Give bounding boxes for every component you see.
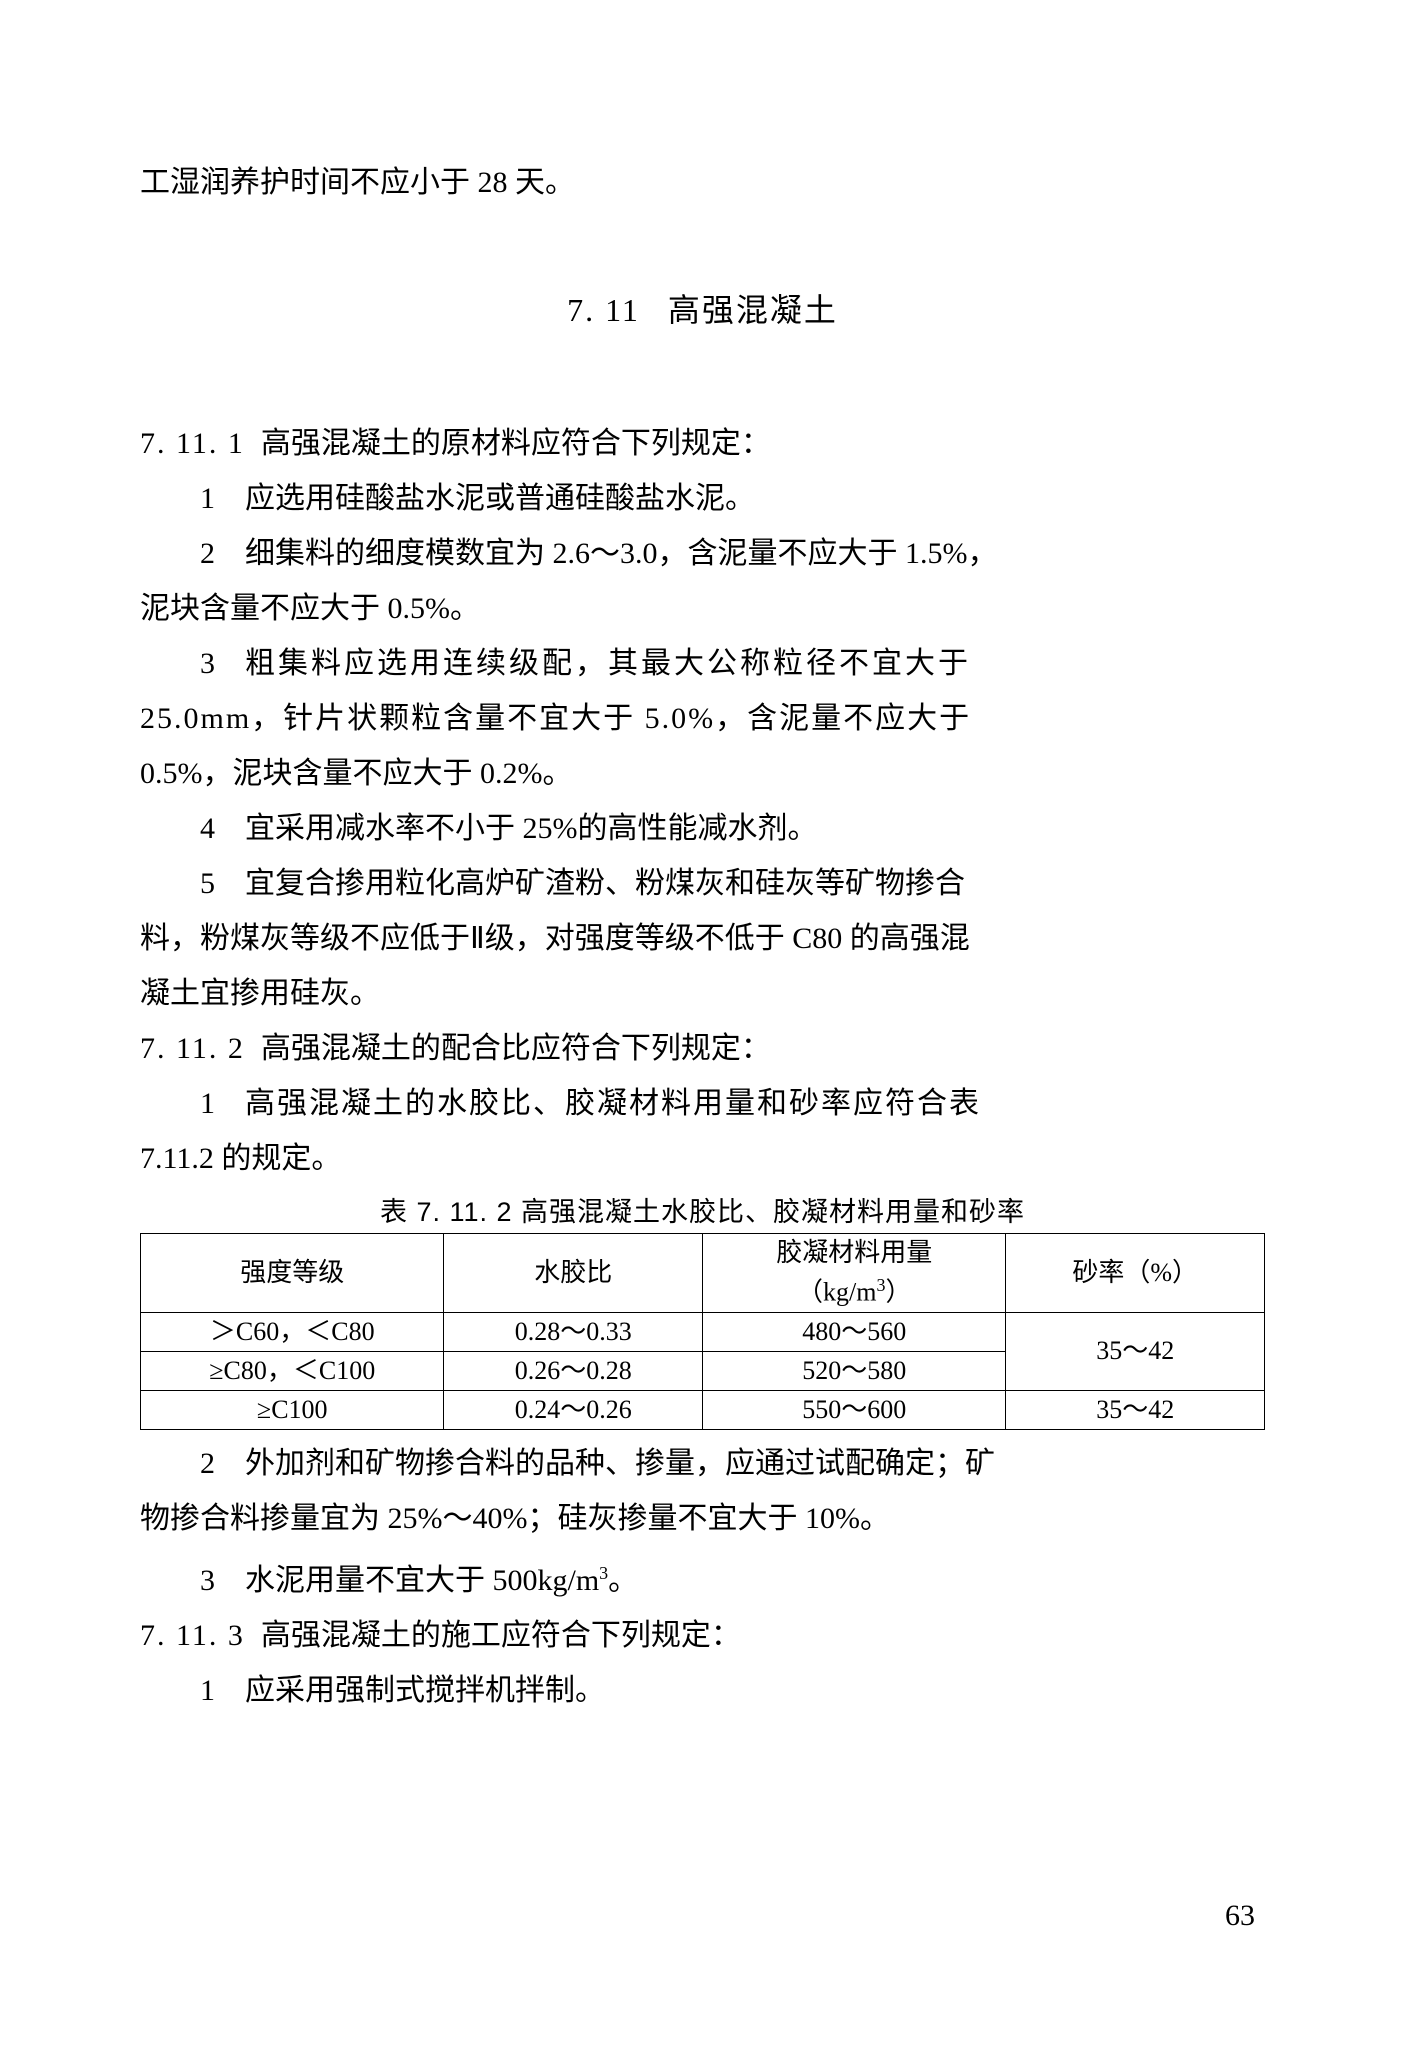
header-line2a: （kg/m: [797, 1278, 876, 1307]
item-text: 宜复合掺用粒化高炉矿渣粉、粉煤灰和硅灰等矿物掺合: [245, 867, 965, 900]
list-item: 5 宜复合掺用粒化高炉矿渣粉、粉煤灰和硅灰等矿物掺合: [140, 856, 1265, 911]
table-cell: 0.24～0.26: [444, 1390, 703, 1429]
item-text: 外加剂和矿物掺合料的品种、掺量，应通过试配确定；矿: [245, 1447, 995, 1480]
clause-lead-text: 高强混凝土的施工应符合下列规定：: [261, 1619, 741, 1652]
item-text-cont: 25.0mm，针片状颗粒含量不宜大于 5.0%，含泥量不应大于: [140, 691, 1265, 746]
table-cell: 550～600: [702, 1390, 1005, 1429]
item-text: 宜采用减水率不小于 25%的高性能减水剂。: [245, 812, 818, 845]
list-item: 4 宜采用减水率不小于 25%的高性能减水剂。: [140, 801, 1265, 856]
list-item: 1 高强混凝土的水胶比、胶凝材料用量和砂率应符合表: [140, 1076, 1265, 1131]
document-page: 工湿润养护时间不应小于 28 天。 7. 11 高强混凝土 7. 11. 1 高强混…: [140, 155, 1265, 1718]
table-cell: ＞C60，＜C80: [141, 1312, 444, 1351]
item-number: 1: [200, 482, 215, 515]
table-cell: 520～580: [702, 1351, 1005, 1390]
table-cell: 35～42: [1006, 1312, 1265, 1390]
item-text-cont: 7.11.2 的规定。: [140, 1131, 1265, 1186]
table-cell: 480～560: [702, 1312, 1005, 1351]
list-item: 3 粗集料应选用连续级配，其最大公称粒径不宜大于: [140, 636, 1265, 691]
table-caption: 表 7. 11. 2 高强混凝土水胶比、胶凝材料用量和砂率: [140, 1190, 1265, 1229]
item-text-cont: 料，粉煤灰等级不应低于Ⅱ级，对强度等级不低于 C80 的高强混: [140, 911, 1265, 966]
table-header: 砂率（%）: [1006, 1234, 1265, 1313]
clause-7-11-2-lead: 7. 11. 2 高强混凝土的配合比应符合下列规定：: [140, 1021, 1265, 1076]
item-text-cont: 0.5%，泥块含量不应大于 0.2%。: [140, 746, 1265, 801]
table-header: 水胶比: [444, 1234, 703, 1313]
table-cell: 35～42: [1006, 1390, 1265, 1429]
item-text-cont: 物掺合料掺量宜为 25%～40%；硅灰掺量不宜大于 10%。: [140, 1491, 1265, 1546]
table-row: ＞C60，＜C80 0.28～0.33 480～560 35～42: [141, 1312, 1265, 1351]
item-number: 1: [200, 1674, 215, 1707]
clause-lead-text: 高强混凝土的配合比应符合下列规定：: [261, 1032, 771, 1065]
section-number: 7. 11: [567, 292, 640, 328]
item-text: 高强混凝土的水胶比、胶凝材料用量和砂率应符合表: [245, 1087, 981, 1120]
item-text: 应选用硅酸盐水泥或普通硅酸盐水泥。: [245, 482, 755, 515]
item-number: 3: [200, 647, 215, 680]
item-number: 5: [200, 867, 215, 900]
header-line2b: ）: [885, 1278, 911, 1307]
header-line1: 胶凝材料用量: [776, 1238, 932, 1267]
item-number: 2: [200, 1447, 215, 1480]
table-cell: ≥C80，＜C100: [141, 1351, 444, 1390]
table-header-row: 强度等级 水胶比 胶凝材料用量 （kg/m3） 砂率（%）: [141, 1234, 1265, 1313]
item-text: 粗集料应选用连续级配，其最大公称粒径不宜大于: [245, 647, 971, 680]
item-number: 1: [200, 1087, 215, 1120]
item-text: 应采用强制式搅拌机拌制。: [245, 1674, 605, 1707]
table-row: ≥C100 0.24～0.26 550～600 35～42: [141, 1390, 1265, 1429]
table-cell: ≥C100: [141, 1390, 444, 1429]
clause-number: 7. 11. 3: [140, 1619, 245, 1652]
list-item: 3 水泥用量不宜大于 500kg/m3。: [140, 1546, 1265, 1608]
table-cell: 0.26～0.28: [444, 1351, 703, 1390]
item-text-cont: 凝土宜掺用硅灰。: [140, 966, 1265, 1021]
mix-ratio-table: 强度等级 水胶比 胶凝材料用量 （kg/m3） 砂率（%） ＞C60，＜C80 …: [140, 1233, 1265, 1430]
item-text-cont: 泥块含量不应大于 0.5%。: [140, 581, 1265, 636]
item-number: 4: [200, 812, 215, 845]
clause-number: 7. 11. 2: [140, 1032, 245, 1065]
clause-lead-text: 高强混凝土的原材料应符合下列规定：: [261, 427, 771, 460]
section-heading: 7. 11 高强混凝土: [140, 285, 1265, 331]
list-item: 1 应选用硅酸盐水泥或普通硅酸盐水泥。: [140, 471, 1265, 526]
clause-7-11-1-lead: 7. 11. 1 高强混凝土的原材料应符合下列规定：: [140, 416, 1265, 471]
item-number: 2: [200, 537, 215, 570]
clause-number: 7. 11. 1: [140, 427, 245, 460]
clause-7-11-3-lead: 7. 11. 3 高强混凝土的施工应符合下列规定：: [140, 1608, 1265, 1663]
top-continuation-line: 工湿润养护时间不应小于 28 天。: [140, 155, 1265, 210]
list-item: 1 应采用强制式搅拌机拌制。: [140, 1663, 1265, 1718]
list-item: 2 外加剂和矿物掺合料的品种、掺量，应通过试配确定；矿: [140, 1436, 1265, 1491]
page-number: 63: [1225, 1899, 1255, 1933]
list-item: 2 细集料的细度模数宜为 2.6～3.0，含泥量不应大于 1.5%，: [140, 526, 1265, 581]
item-text: 水泥用量不宜大于 500kg/m3。: [245, 1564, 638, 1597]
table-header: 胶凝材料用量 （kg/m3）: [702, 1234, 1005, 1313]
item-number: 3: [200, 1564, 215, 1597]
item-text: 细集料的细度模数宜为 2.6～3.0，含泥量不应大于 1.5%，: [245, 537, 998, 570]
section-title: 高强混凝土: [668, 292, 838, 328]
table-cell: 0.28～0.33: [444, 1312, 703, 1351]
table-header: 强度等级: [141, 1234, 444, 1313]
